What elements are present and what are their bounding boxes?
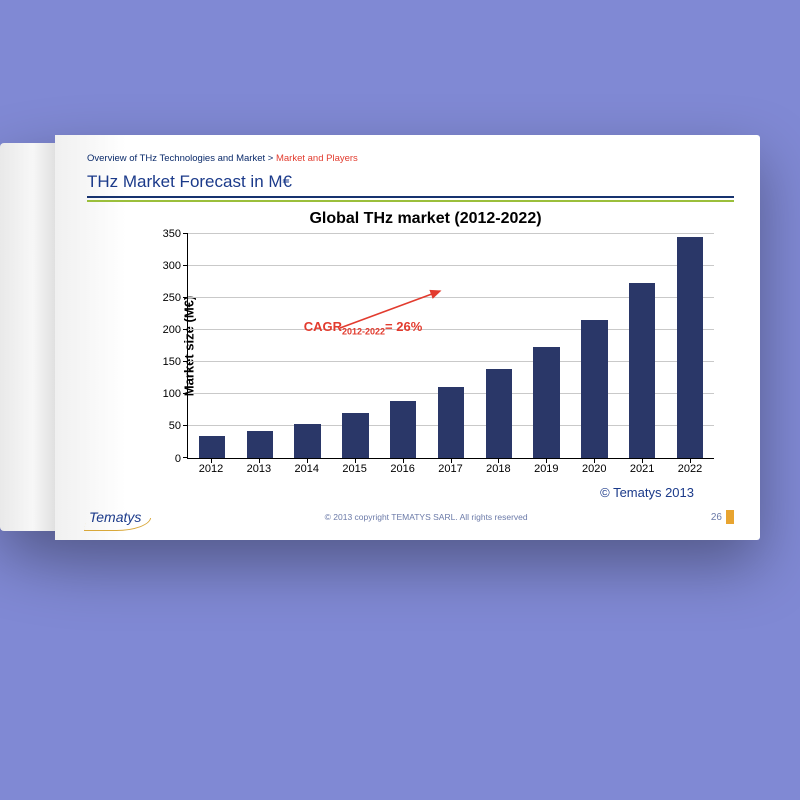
bar [199, 436, 225, 458]
footer-copyright: © 2013 copyright TEMATYS SARL. All right… [325, 512, 528, 522]
logo: Tematys [87, 509, 141, 525]
y-tick-label: 300 [163, 260, 181, 272]
bar [581, 320, 607, 458]
bar [533, 347, 559, 458]
x-tick-label: 2017 [438, 463, 462, 475]
breadcrumb-base: Overview of THz Technologies and Market … [87, 153, 276, 164]
y-tickmark [183, 425, 188, 426]
bar [342, 413, 368, 458]
bar [438, 387, 464, 457]
y-tick-label: 200 [163, 324, 181, 336]
x-tick-label: 2014 [295, 463, 319, 475]
chart-copyright: © Tematys 2013 [127, 485, 694, 500]
y-tick-label: 350 [163, 228, 181, 240]
book-left-page [0, 143, 55, 531]
bar [629, 283, 655, 457]
title-rule-blue [87, 196, 734, 198]
bar [677, 237, 703, 458]
x-tick-label: 2015 [342, 463, 366, 475]
slide-page: Overview of THz Technologies and Market … [55, 135, 760, 540]
title-rule-green [87, 200, 734, 202]
chart-container: Global THz market (2012-2022) Market siz… [127, 210, 724, 501]
y-tickmark [183, 233, 188, 234]
y-tickmark [183, 329, 188, 330]
y-tick-label: 100 [163, 388, 181, 400]
cagr-arrow-icon [335, 283, 455, 343]
bar [390, 401, 416, 457]
y-tickmark [183, 297, 188, 298]
plot: CAGR2012-2022= 26% [187, 234, 714, 459]
y-tickmark [183, 265, 188, 266]
y-tick-label: 50 [169, 420, 181, 432]
slide-footer: Tematys © 2013 copyright TEMATYS SARL. A… [87, 506, 734, 528]
bar [247, 431, 273, 458]
book-mockup: Overview of THz Technologies and Market … [0, 135, 760, 540]
x-tick-label: 2018 [486, 463, 510, 475]
y-tick-label: 150 [163, 356, 181, 368]
y-tick-label: 0 [175, 453, 181, 465]
breadcrumb-highlight: Market and Players [276, 153, 358, 164]
page-number: 26 [711, 512, 722, 523]
x-tick-label: 2016 [390, 463, 414, 475]
chart-title: Global THz market (2012-2022) [127, 210, 724, 228]
bar [294, 424, 320, 458]
y-tickmark [183, 457, 188, 458]
bar [486, 369, 512, 457]
y-axis-ticks: 050100150200250300350 [155, 234, 185, 459]
slide-title: THz Market Forecast in M€ [87, 172, 734, 192]
x-tick-label: 2020 [582, 463, 606, 475]
x-tick-label: 2022 [678, 463, 702, 475]
y-tickmark [183, 361, 188, 362]
y-tick-label: 250 [163, 292, 181, 304]
plot-area: Market size (M€) 050100150200250300350 C… [187, 234, 714, 459]
breadcrumb: Overview of THz Technologies and Market … [87, 153, 734, 164]
bars-group [188, 234, 714, 458]
page-number-box: 26 [711, 510, 734, 524]
page-accent-icon [726, 510, 734, 524]
x-axis-labels: 2012 2013 2014 2015 2016 2017 2018 2019 2020 2021… [187, 459, 714, 475]
x-tick-label: 2019 [534, 463, 558, 475]
x-tick-label: 2013 [247, 463, 271, 475]
y-tickmark [183, 393, 188, 394]
x-tick-label: 2021 [630, 463, 654, 475]
x-tick-label: 2012 [199, 463, 223, 475]
